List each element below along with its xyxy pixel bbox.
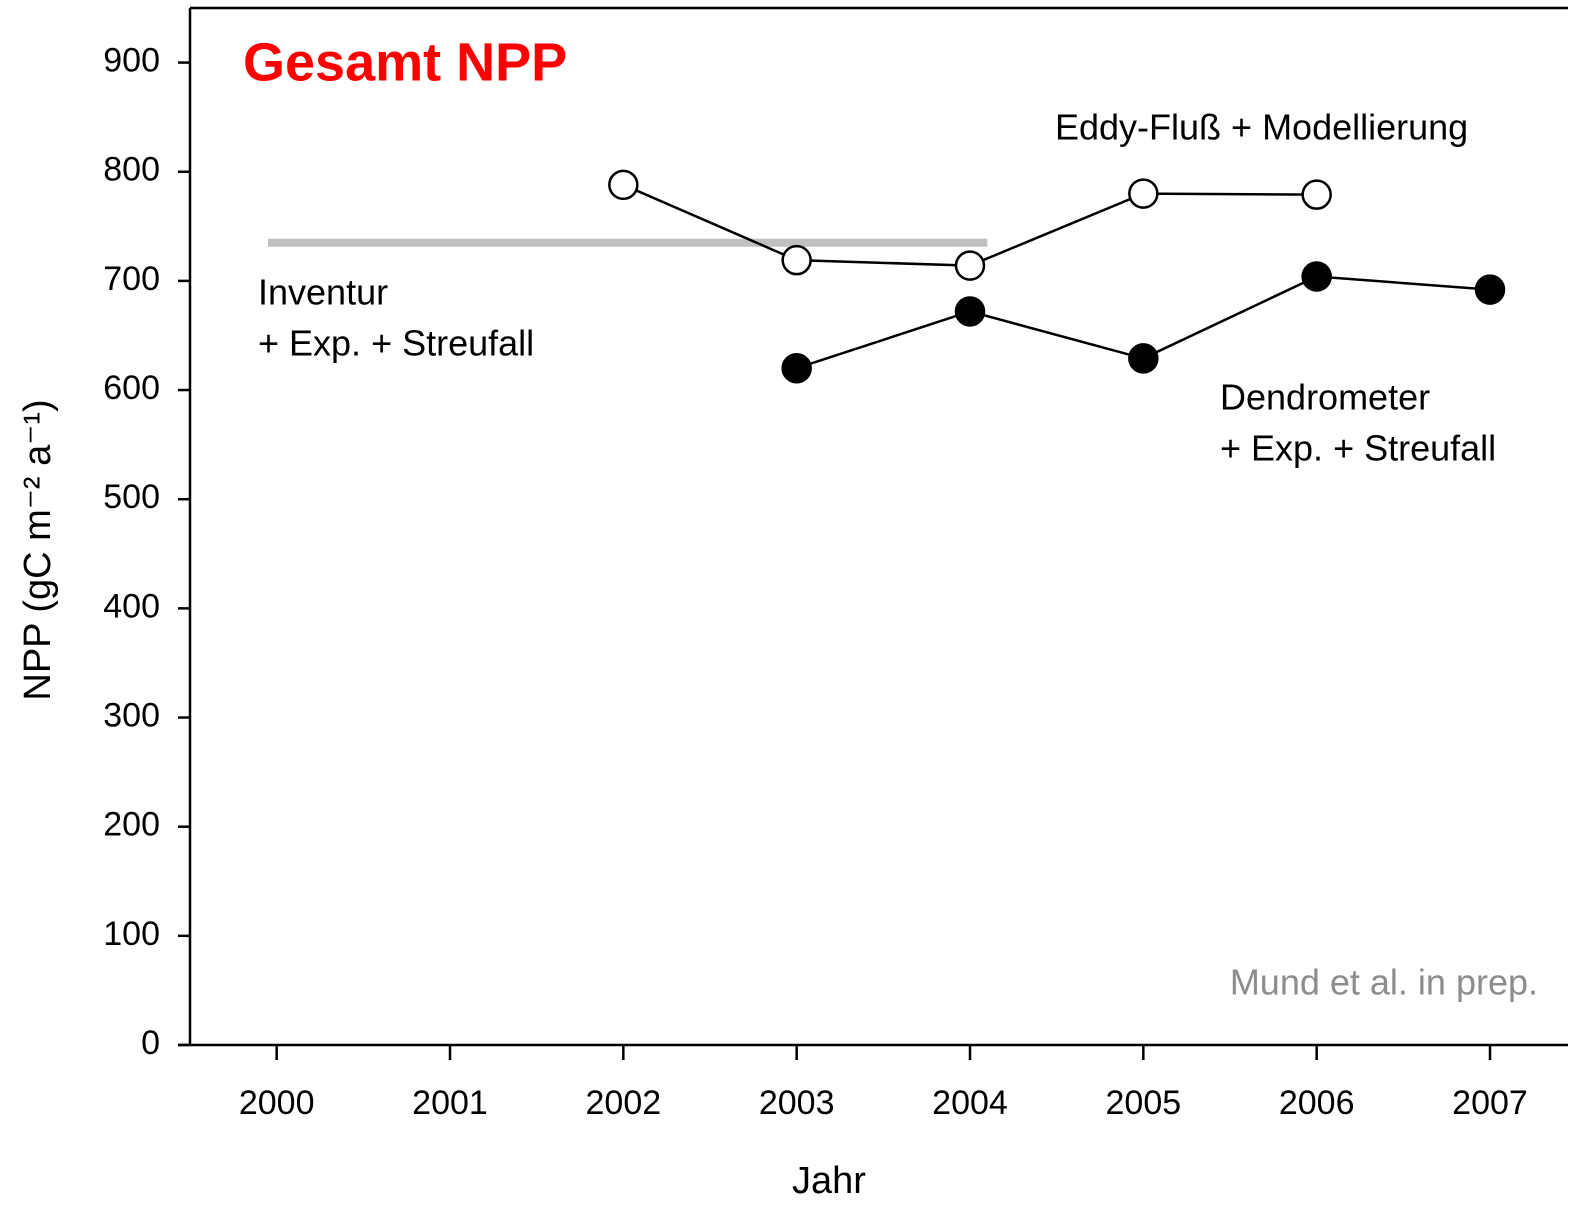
data-point <box>1474 274 1506 305</box>
series-label: + Exp. + Streufall <box>1220 428 1496 469</box>
y-axis-title: NPP (gC m⁻² a⁻¹) <box>17 399 59 700</box>
data-point <box>781 244 812 276</box>
x-tick-label: 2000 <box>239 1084 315 1122</box>
chart-title: Gesamt NPP <box>243 32 567 92</box>
y-tick-label: 400 <box>103 587 160 625</box>
series-label: Dendrometer <box>1220 377 1430 418</box>
data-point <box>781 352 812 384</box>
annotation: Mund et al. in prep. <box>1230 962 1538 1003</box>
x-tick-label: 2005 <box>1106 1084 1182 1122</box>
x-axis-title: Jahr <box>792 1160 866 1202</box>
y-tick-label: 500 <box>103 478 160 516</box>
data-point <box>1128 178 1159 209</box>
data-point <box>608 169 639 201</box>
y-tick-label: 600 <box>103 369 160 407</box>
y-tick-label: 300 <box>103 697 160 735</box>
data-point <box>954 250 986 281</box>
data-point <box>1301 179 1332 210</box>
y-tick-label: 0 <box>141 1024 160 1062</box>
x-tick-label: 2007 <box>1452 1084 1528 1122</box>
data-point <box>954 296 986 327</box>
y-tick-label: 200 <box>103 806 160 844</box>
y-tick-label: 800 <box>103 151 160 189</box>
x-tick-label: 2002 <box>586 1084 662 1122</box>
data-point <box>1301 261 1332 292</box>
series-label: + Exp. + Streufall <box>258 323 534 364</box>
series-label: Inventur <box>258 272 388 313</box>
x-tick-label: 2003 <box>759 1084 835 1122</box>
series-label: Eddy-Fluß + Modellierung <box>1055 107 1468 148</box>
data-point <box>1128 343 1159 374</box>
y-tick-label: 700 <box>103 260 160 298</box>
y-tick-label: 900 <box>103 42 160 80</box>
x-tick-label: 2001 <box>412 1084 488 1122</box>
y-tick-label: 100 <box>103 915 160 953</box>
x-tick-label: 2006 <box>1279 1084 1355 1122</box>
x-tick-label: 2004 <box>932 1084 1008 1122</box>
